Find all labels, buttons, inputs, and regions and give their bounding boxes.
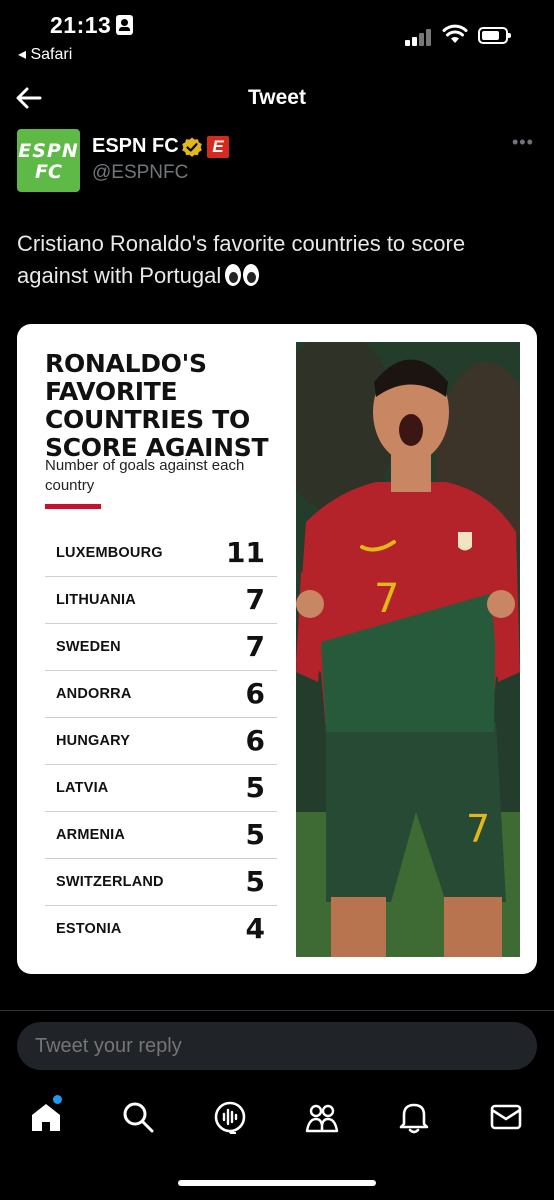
table-row: HUNGARY 6 xyxy=(45,718,277,765)
graphic-title: RONALDO'S FAVORITE COUNTRIES TO SCORE AG… xyxy=(45,349,269,462)
table-row: SWITZERLAND 5 xyxy=(45,859,277,906)
messages-icon[interactable] xyxy=(489,1100,523,1134)
jersey-number: 7 xyxy=(374,576,399,622)
verified-badge-icon xyxy=(182,137,202,157)
country-name: ANDORRA xyxy=(56,686,132,702)
goal-count: 7 xyxy=(245,630,265,663)
shorts-number: 7 xyxy=(466,807,490,851)
table-row: ESTONIA 4 xyxy=(45,906,277,952)
country-name: LATVIA xyxy=(56,780,109,796)
goal-count: 6 xyxy=(245,677,265,710)
reply-box[interactable] xyxy=(17,1022,537,1070)
goal-count: 11 xyxy=(226,536,265,569)
search-icon[interactable] xyxy=(121,1100,155,1134)
goal-count: 5 xyxy=(245,865,265,898)
communities-icon[interactable] xyxy=(305,1100,339,1134)
back-to-safari-link[interactable]: ◂ Safari xyxy=(18,46,73,63)
table-row: LUXEMBOURG 11 xyxy=(45,530,277,577)
notifications-icon[interactable] xyxy=(397,1100,431,1134)
more-options-icon[interactable]: ••• xyxy=(512,132,534,152)
status-time: 21:13 xyxy=(50,12,112,38)
back-arrow-icon[interactable] xyxy=(14,84,44,112)
home-icon[interactable] xyxy=(29,1100,63,1134)
battery-icon xyxy=(478,27,511,44)
cellular-signal-icon xyxy=(405,28,435,46)
accent-divider xyxy=(45,504,101,509)
country-name: SWEDEN xyxy=(56,639,121,655)
table-row: ANDORRA 6 xyxy=(45,671,277,718)
goal-count: 5 xyxy=(245,771,265,804)
country-name: LITHUANIA xyxy=(56,592,136,608)
goals-table: LUXEMBOURG 11 LITHUANIA 7 SWEDEN 7 ANDORRA 6… xyxy=(45,530,277,952)
new-content-indicator-dot xyxy=(53,1095,62,1104)
status-bar: 21:13 ◂ Safari xyxy=(0,0,554,70)
country-name: LUXEMBOURG xyxy=(56,545,163,561)
goal-count: 7 xyxy=(245,583,265,616)
player-photo: 7 7 xyxy=(296,342,520,957)
country-name: ARMENIA xyxy=(56,827,126,843)
author-handle[interactable]: @ESPNFC xyxy=(92,162,189,183)
country-name: HUNGARY xyxy=(56,733,131,749)
avatar-logo-line1: ESPN xyxy=(18,140,79,162)
player-illustration: 7 7 xyxy=(296,342,520,957)
goal-count: 6 xyxy=(245,724,265,757)
table-row: SWEDEN 7 xyxy=(45,624,277,671)
goal-count: 5 xyxy=(245,818,265,851)
table-row: LATVIA 5 xyxy=(45,765,277,812)
page-title: Tweet xyxy=(248,86,306,109)
divider xyxy=(0,1010,554,1011)
top-nav-bar: Tweet xyxy=(0,72,554,124)
country-name: ESTONIA xyxy=(56,921,122,937)
avatar-logo-line2: FC xyxy=(35,161,62,183)
home-indicator[interactable] xyxy=(178,1180,376,1186)
bottom-tab-bar xyxy=(0,1088,554,1148)
table-row: ARMENIA 5 xyxy=(45,812,277,859)
contact-card-icon xyxy=(116,15,133,35)
eyes-emoji-icon xyxy=(225,264,261,286)
wifi-icon xyxy=(442,24,468,43)
tweet-image[interactable]: RONALDO'S FAVORITE COUNTRIES TO SCORE AG… xyxy=(17,324,537,974)
table-row: LITHUANIA 7 xyxy=(45,577,277,624)
author-name[interactable]: ESPN FC xyxy=(92,135,179,157)
tweet-text-content: Cristiano Ronaldo's favorite countries t… xyxy=(17,231,466,288)
espn-affiliate-badge: E xyxy=(207,136,229,158)
tweet-text: Cristiano Ronaldo's favorite countries t… xyxy=(17,228,537,292)
goal-count: 4 xyxy=(245,912,265,945)
reply-input[interactable] xyxy=(35,1035,515,1058)
spaces-icon[interactable] xyxy=(213,1100,247,1134)
author-avatar[interactable]: ESPN FC xyxy=(17,129,80,192)
graphic-subtitle: Number of goals against each country xyxy=(45,457,245,494)
country-name: SWITZERLAND xyxy=(56,874,164,890)
